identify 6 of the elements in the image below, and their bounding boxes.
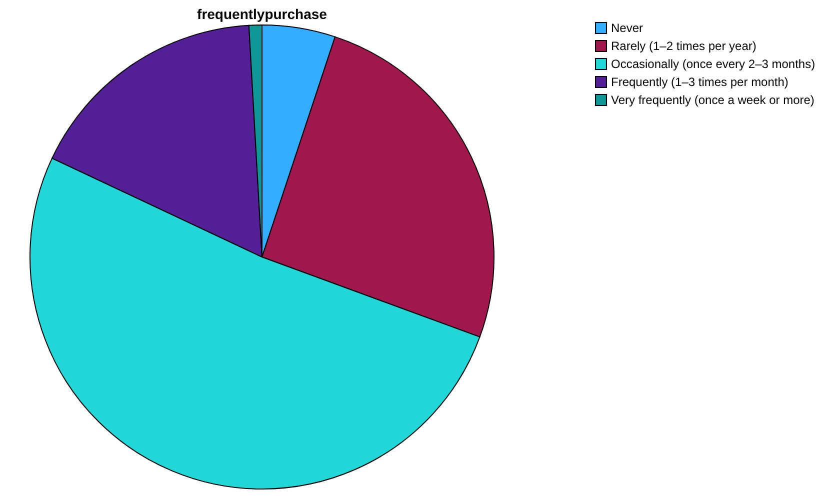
legend-label: Very frequently (once a week or more) [611, 93, 814, 107]
legend-label: Never [611, 21, 644, 35]
legend-label: Frequently (1–3 times per month) [611, 75, 788, 89]
chart-title: frequentlypurchase [197, 6, 328, 22]
legend-label: Rarely (1–2 times per year) [611, 39, 756, 53]
legend-label: Occasionally (once every 2–3 months) [611, 57, 816, 71]
